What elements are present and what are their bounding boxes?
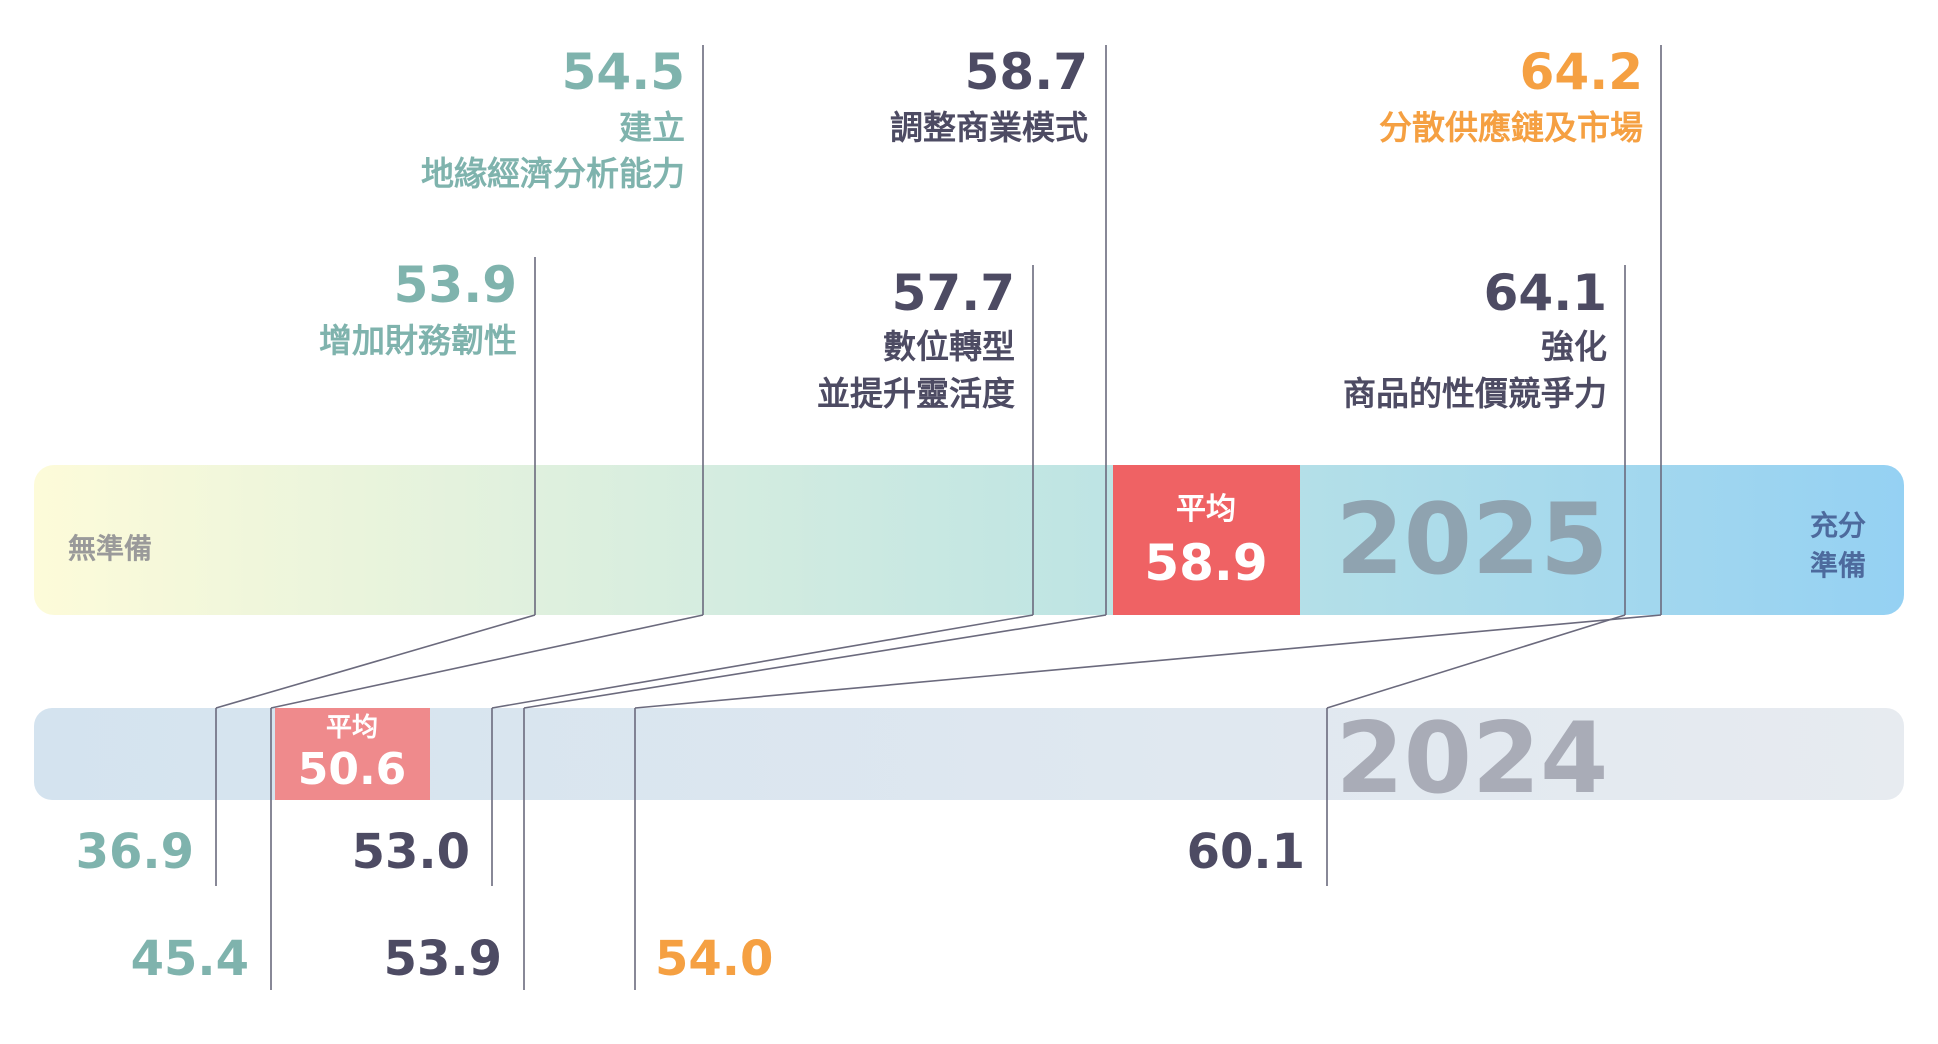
year-label-2024: 2024 xyxy=(1336,702,1609,816)
year-label-2025: 2025 xyxy=(1336,483,1609,597)
scale-label-high: 充分 xyxy=(1810,509,1866,542)
connector-line-diagonal xyxy=(491,614,1034,709)
bar-2024 xyxy=(34,708,1904,800)
series-label: 建立 xyxy=(619,108,685,147)
series-value-2025: 53.9 xyxy=(394,256,517,314)
series-value-2024: 54.0 xyxy=(655,931,773,987)
series-label: 強化 xyxy=(1541,327,1607,366)
connector-line-diagonal xyxy=(270,614,704,709)
series-value-2025: 58.7 xyxy=(965,43,1088,101)
series-label: 數位轉型 xyxy=(883,327,1015,366)
connector-line-diagonal xyxy=(634,614,1662,709)
connector-line-diagonal xyxy=(1326,614,1626,709)
series-value-2024: 60.1 xyxy=(1187,824,1305,880)
bar-2025 xyxy=(34,465,1904,615)
series-label: 並提升靈活度 xyxy=(817,374,1015,413)
average-box-2025 xyxy=(1113,465,1300,615)
connector-line-diagonal xyxy=(215,614,536,709)
series-label: 調整商業模式 xyxy=(890,108,1088,147)
series-value-2025: 54.5 xyxy=(562,43,685,101)
series-label: 分散供應鏈及市場 xyxy=(1379,108,1643,147)
average-value-2025: 58.9 xyxy=(1144,534,1267,592)
average-label-2024: 平均 xyxy=(326,713,378,743)
series-value-2025: 57.7 xyxy=(892,264,1015,322)
series-label: 增加財務韌性 xyxy=(319,321,517,360)
connector-line-diagonal xyxy=(523,614,1107,709)
average-label-2025: 平均 xyxy=(1176,492,1236,527)
series-value-2025: 64.2 xyxy=(1520,43,1643,101)
series-value-2024: 53.0 xyxy=(352,824,470,880)
series-label: 地緣經濟分析能力 xyxy=(421,154,685,193)
series-value-2025: 64.1 xyxy=(1484,264,1607,322)
scale-label-high: 準備 xyxy=(1810,549,1866,582)
series-value-2024: 53.9 xyxy=(384,931,502,987)
series-value-2024: 45.4 xyxy=(131,931,249,987)
average-box-2024 xyxy=(275,708,430,800)
scale-label-low: 無準備 xyxy=(68,532,152,565)
average-value-2024: 50.6 xyxy=(298,744,407,795)
series-label: 商品的性價競爭力 xyxy=(1343,374,1607,413)
series-value-2024: 36.9 xyxy=(76,824,194,880)
